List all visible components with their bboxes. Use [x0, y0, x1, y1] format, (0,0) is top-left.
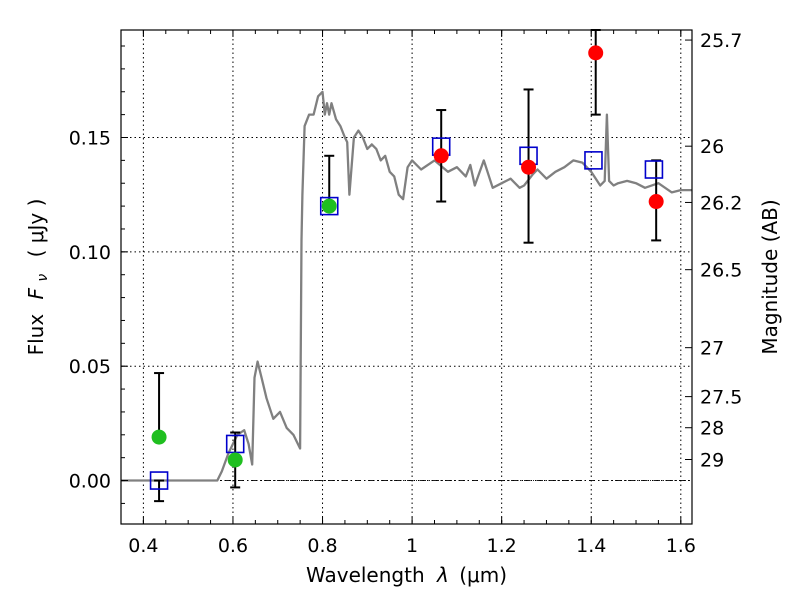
x-tick-label: 1.2	[487, 535, 517, 557]
y2-tick-label: 26	[700, 136, 724, 158]
model-spectrum-line	[121, 90, 692, 482]
y2-tick-label: 25.7	[700, 30, 742, 52]
x-axis-label-prefix: Wavelength	[306, 563, 425, 587]
y2-axis-label: Magnitude (AB)	[758, 199, 782, 354]
grid	[121, 30, 692, 524]
x-tick-label: 0.8	[307, 535, 337, 557]
x-axis-label: Wavelength λ (μm)	[306, 563, 507, 587]
y2-tick-label: 28	[700, 418, 724, 440]
plot-frame	[120, 29, 693, 525]
x-tick-label: 1	[406, 535, 418, 557]
green-data-point	[227, 452, 243, 468]
y-tick-label: 0.15	[69, 127, 111, 149]
x-tick-label: 0.6	[218, 535, 248, 557]
green-data-point	[321, 198, 337, 214]
red-data-point	[433, 148, 449, 164]
y-tick-label: 0.00	[69, 471, 111, 493]
y-tick-label: 0.10	[69, 242, 111, 264]
x-tick-label: 1.4	[576, 535, 606, 557]
red-data-point	[648, 194, 664, 210]
model-box-marker	[149, 471, 169, 490]
data-point-layer	[151, 45, 664, 468]
y-axis-label-unit: ( μJy )	[24, 199, 48, 258]
y2-tick-label: 26.5	[700, 260, 742, 282]
y-axis-label-subscript: ν	[35, 274, 51, 282]
y2-tick-label: 29	[700, 450, 724, 472]
model-box-marker	[225, 434, 245, 454]
x-axis-label-symbol: λ	[436, 563, 449, 587]
tick-layer: 0.4 0.6 0.8 1 1.2 1.4 1.6 0.00 0.05 0.10 0.15 25.7 2…	[69, 30, 742, 557]
y-tick-label: 0.05	[69, 356, 111, 378]
model-box-marker	[644, 160, 664, 179]
x-axis-label-unit: (μm)	[459, 563, 507, 587]
green-data-point	[151, 429, 167, 445]
y2-tick-label: 27	[700, 338, 724, 360]
red-data-point	[521, 159, 537, 175]
model-box-layer	[149, 137, 664, 490]
model-box-marker	[319, 196, 339, 216]
red-data-point	[588, 45, 604, 61]
y2-tick-label: 26.2	[700, 192, 742, 214]
model-spectrum-layer	[121, 90, 692, 482]
x-tick-label: 0.4	[128, 535, 158, 557]
y-axis-label-prefix: Flux	[24, 314, 48, 356]
y-axis-label-symbol: F	[24, 287, 48, 299]
model-box-marker	[584, 151, 603, 170]
y2-tick-label: 27.5	[700, 387, 742, 409]
x-tick-label: 1.6	[666, 535, 696, 557]
y-axis-label: Flux F ν ( μJy )	[24, 199, 52, 356]
errorbar-layer	[154, 29, 662, 503]
